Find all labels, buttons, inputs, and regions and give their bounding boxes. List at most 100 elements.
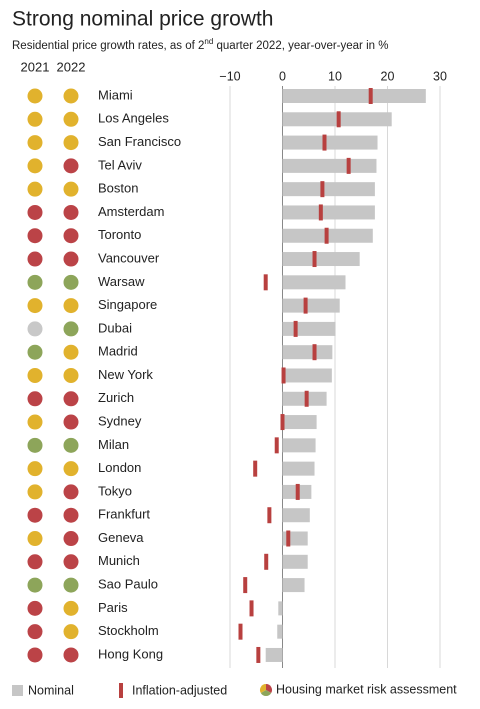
risk-dot [27,414,43,430]
marker [293,320,298,337]
legend-label: Nominal [28,683,74,697]
x-tick-label: 10 [328,69,342,83]
risk-dot [27,321,43,337]
y-tick-label: Toronto [98,227,141,242]
y-tick-label: Vancouver [98,250,160,265]
bar [282,415,317,430]
risk-legend-icon [259,684,273,697]
y-tick-label: Stockholm [98,623,159,638]
y-tick-label: Madrid [98,344,138,359]
risk-dot [63,600,79,616]
bar [277,624,283,639]
y-tick-label: London [98,460,141,475]
y-tick-label: Milan [98,437,129,452]
risk-dot [27,274,43,290]
y-tick-label: New York [98,367,153,382]
bar [265,647,283,662]
risk-dot [63,344,79,360]
bar [282,508,310,523]
marker [263,274,268,291]
y-tick-label: Munich [98,553,140,568]
bar [282,298,340,313]
x-tick-label: 0 [279,69,286,83]
bar [282,252,360,267]
marker [249,600,254,617]
marker [304,390,309,407]
chart-title: Strong nominal price growth [12,8,273,31]
risk-dot [63,367,79,383]
legend-label: Inflation-adjusted [132,683,227,697]
y-tick-label: Hong Kong [98,646,163,661]
y-tick-label: Dubai [98,320,132,335]
marker [281,367,286,384]
bar [282,205,375,220]
risk-dot [27,461,43,477]
risk-dot [27,251,43,267]
risk-dot [27,531,43,547]
risk-dot [63,624,79,640]
risk-dot [27,135,43,151]
risk-dot [63,298,79,314]
bar [282,275,346,290]
y-tick-label: Geneva [98,530,144,545]
x-tick-label: 20 [381,69,395,83]
risk-dot [63,531,79,547]
risk-dot [27,344,43,360]
risk-dot [63,181,79,197]
bar [282,554,308,569]
legend-label: Housing market risk assessment [276,682,457,696]
bar [282,438,316,453]
marker [253,460,258,477]
risk-dot [27,647,43,663]
subtitle-part: quarter 2022, year-over-year in % [213,40,388,52]
marker [312,251,317,268]
risk-dot [63,391,79,407]
marker [312,344,317,361]
risk-dot [27,158,43,174]
risk-dot [63,414,79,430]
y-tick-label: Sydney [98,413,142,428]
risk-dot [27,437,43,453]
marker [336,111,341,128]
y-tick-label: Singapore [98,297,157,312]
risk-dot [27,600,43,616]
marker [322,134,327,151]
marker [286,530,291,547]
risk-dot [63,158,79,174]
risk-dot [63,274,79,290]
y-tick-label: Zurich [98,390,134,405]
bar [282,391,327,406]
y-tick-label: Boston [98,181,138,196]
risk-dot [27,391,43,407]
column-header: 2021 [21,59,50,74]
legend-swatch [12,685,23,696]
column-header: 2022 [57,59,86,74]
y-tick-label: Tokyo [98,483,132,498]
marker [318,204,323,221]
risk-dot [27,228,43,244]
marker [274,437,279,454]
risk-dot [27,577,43,593]
bar [282,321,336,336]
risk-dot [27,367,43,383]
risk-dot [27,507,43,523]
y-tick-label: Paris [98,600,128,615]
risk-dot [63,461,79,477]
bar [278,601,283,616]
x-tick-label: 30 [433,69,447,83]
risk-dot [63,204,79,220]
risk-dot [63,88,79,104]
risk-dot [63,251,79,267]
risk-dot [27,111,43,127]
risk-dot [27,298,43,314]
marker [264,553,269,570]
bar [282,578,305,593]
marker [243,577,248,594]
risk-dot [63,647,79,663]
risk-dot [27,88,43,104]
y-tick-label: Warsaw [98,274,145,289]
bar [282,135,378,150]
legend-swatch [119,683,123,698]
y-tick-label: Amsterdam [98,204,164,219]
